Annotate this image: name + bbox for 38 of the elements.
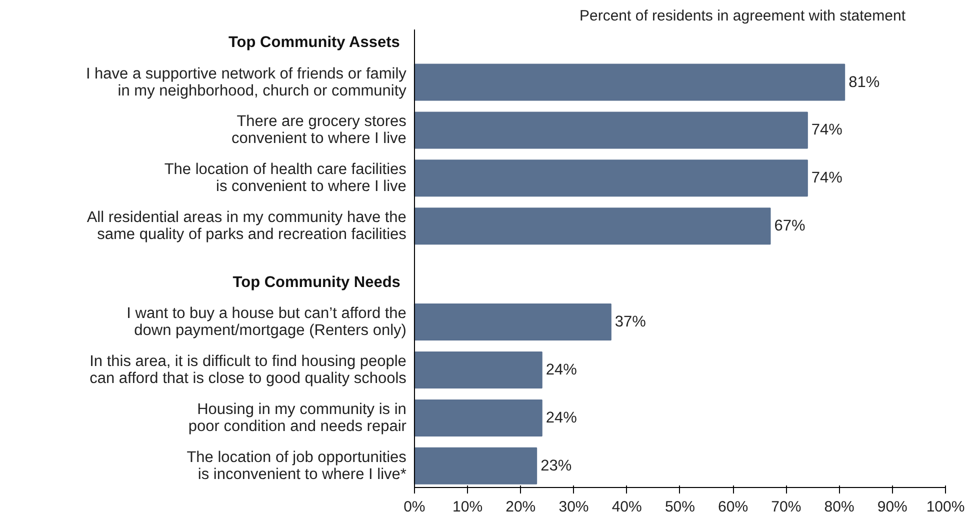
x-tick-label: 100% [926, 498, 965, 516]
x-tick-label: 80% [824, 498, 854, 516]
data-label: 37% [614, 314, 646, 331]
data-label: 74% [811, 170, 843, 187]
y-tick-label: Housing in my community is in poor condition and needs repair [188, 400, 406, 435]
x-tick-label: 10% [452, 498, 483, 516]
x-tick-label: 90% [877, 498, 908, 516]
y-tick-label: I have a supportive network of friends or family in my neighborhood, church or community [86, 65, 407, 100]
data-label: 24% [546, 409, 578, 426]
y-tick-label: I want to buy a house but can’t afford the down payment/mortgage (Renters only) [126, 305, 406, 340]
data-label: 24% [546, 362, 578, 379]
x-tick-label: 50% [664, 498, 695, 516]
data-label: 23% [540, 457, 572, 474]
x-tick-label: 20% [506, 498, 536, 516]
bar [414, 447, 538, 484]
bar [414, 352, 542, 388]
y-tick-label: The location of job opportunities is inconvenient to where I live* [186, 448, 407, 483]
text: Top Community Needs [232, 274, 400, 291]
text: Top Community Assets [228, 34, 400, 52]
data-label: 81% [848, 74, 880, 91]
bar [414, 160, 808, 197]
data-label: 67% [774, 218, 806, 235]
chart-title: Percent of residents in agreement with statement [580, 8, 906, 24]
y-tick-label: All residential areas in my community have the same quality of parks and recreation facilities [86, 209, 407, 244]
bar [414, 208, 771, 245]
x-tick-label: 70% [771, 498, 802, 516]
bar [414, 399, 542, 436]
data-label: 74% [811, 122, 843, 139]
bar [414, 64, 846, 101]
y-tick-label: There are grocery stores convenient to where I live [232, 113, 407, 148]
x-tick-label: 0% [404, 498, 426, 516]
bar [414, 304, 612, 341]
x-tick-label: 60% [718, 498, 748, 516]
x-tick-label: 30% [558, 498, 589, 516]
bar [414, 112, 808, 149]
y-tick-label: In this area, it is difficult to find housing people can afford that is close to good quality schools [90, 353, 407, 388]
y-tick-label: The location of health care facilities is convenient to where I live [164, 161, 407, 196]
x-tick-label: 40% [612, 498, 642, 516]
